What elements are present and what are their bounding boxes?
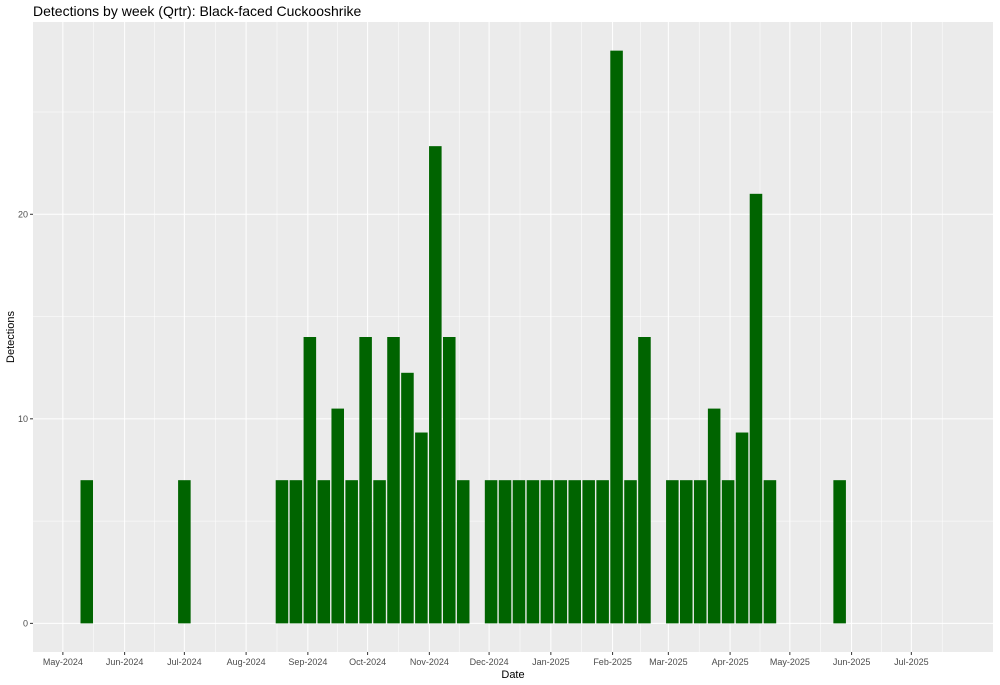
x-tick-label: Mar-2025 bbox=[649, 657, 688, 667]
bar bbox=[178, 480, 191, 624]
x-axis-title: Date bbox=[501, 669, 524, 681]
bar bbox=[331, 408, 345, 624]
x-tick-label: May-2025 bbox=[770, 657, 810, 667]
bar bbox=[289, 480, 303, 624]
bar bbox=[456, 480, 470, 624]
x-tick-label: Jun-2025 bbox=[833, 657, 871, 667]
bar bbox=[498, 480, 512, 624]
bar bbox=[275, 480, 289, 624]
x-tick-label: Jul-2025 bbox=[894, 657, 929, 667]
bar bbox=[442, 337, 456, 624]
bar bbox=[484, 480, 498, 624]
y-tick-label: 20 bbox=[18, 209, 28, 219]
bar bbox=[666, 480, 679, 624]
bar bbox=[512, 480, 526, 624]
x-tick-label: Oct-2024 bbox=[349, 657, 386, 667]
bar bbox=[638, 337, 651, 624]
bar bbox=[568, 480, 582, 624]
x-tick-label: Apr-2025 bbox=[712, 657, 749, 667]
bar bbox=[429, 146, 442, 624]
x-tick-label: Feb-2025 bbox=[593, 657, 632, 667]
bar bbox=[582, 480, 595, 624]
y-axis-title: Detections bbox=[5, 311, 17, 363]
x-tick-label: Nov-2024 bbox=[410, 657, 449, 667]
bar bbox=[80, 480, 94, 624]
y-tick-label: 10 bbox=[18, 414, 28, 424]
x-tick-label: Aug-2024 bbox=[227, 657, 266, 667]
x-tick-label: Sep-2024 bbox=[288, 657, 327, 667]
x-tick-label: Jan-2025 bbox=[532, 657, 570, 667]
bars bbox=[80, 50, 846, 624]
bar bbox=[415, 432, 428, 624]
x-tick-label: Dec-2024 bbox=[470, 657, 509, 667]
bar bbox=[387, 337, 400, 624]
bar bbox=[749, 193, 763, 624]
y-tick-label: 0 bbox=[23, 618, 28, 628]
chart-title: Detections by week (Qrtr): Black-faced C… bbox=[33, 3, 362, 19]
bar bbox=[610, 50, 623, 624]
x-tick-label: Jun-2024 bbox=[106, 657, 144, 667]
bar bbox=[345, 480, 358, 624]
bar bbox=[540, 480, 554, 624]
bar bbox=[317, 480, 331, 624]
bar bbox=[526, 480, 540, 624]
bar bbox=[833, 480, 846, 624]
bar bbox=[624, 480, 637, 624]
bar bbox=[693, 480, 707, 624]
bar bbox=[680, 480, 693, 624]
x-tick-label: May-2024 bbox=[43, 657, 83, 667]
x-axis: May-2024 Jun-2024 Jul-2024 Aug-2024 Sep-2024… bbox=[43, 652, 929, 667]
bar bbox=[596, 480, 609, 624]
bar bbox=[707, 408, 721, 624]
bar bbox=[554, 480, 568, 624]
bar bbox=[359, 337, 372, 624]
y-axis: 0 10 20 bbox=[18, 209, 33, 628]
bar bbox=[735, 432, 749, 624]
bar bbox=[303, 337, 317, 624]
bar bbox=[373, 480, 386, 624]
bar bbox=[763, 480, 777, 624]
x-tick-label: Jul-2024 bbox=[167, 657, 202, 667]
bar bbox=[401, 372, 414, 624]
bar bbox=[721, 480, 735, 624]
